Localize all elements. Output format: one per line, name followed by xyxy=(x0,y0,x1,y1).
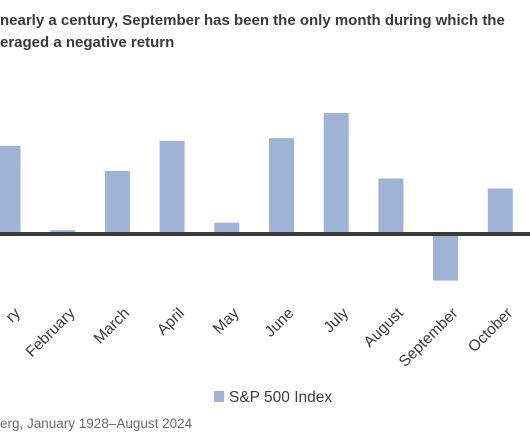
x-tick-label: June xyxy=(262,305,298,341)
x-tick-label: October xyxy=(465,305,516,356)
x-tick-label: April xyxy=(154,305,188,339)
x-tick-label: February xyxy=(23,305,79,361)
bar-may xyxy=(214,222,240,234)
bar-ry xyxy=(0,145,21,234)
x-tick-label: March xyxy=(91,305,133,347)
legend-swatch xyxy=(214,391,224,402)
x-tick-label: August xyxy=(361,304,408,351)
x-tick-label: July xyxy=(321,305,353,337)
bar-october xyxy=(487,188,513,234)
bars-group xyxy=(0,113,513,281)
legend-label: S&P 500 Index xyxy=(229,389,332,406)
bar-june xyxy=(269,138,294,234)
x-tick-label: May xyxy=(210,305,243,338)
bar-september xyxy=(433,234,459,281)
chart-title-line-1: nearly a century, September has been the… xyxy=(0,12,505,29)
chart-title-line-2: eraged a negative return xyxy=(0,34,174,51)
bar-july xyxy=(323,113,349,234)
bar-march xyxy=(104,171,130,234)
bar-august xyxy=(378,178,404,234)
x-tick-label: September xyxy=(396,305,462,371)
bar-april xyxy=(159,140,185,234)
source-note: erg, January 1928–August 2024 xyxy=(0,416,193,431)
x-tick-label: ry xyxy=(3,305,24,326)
